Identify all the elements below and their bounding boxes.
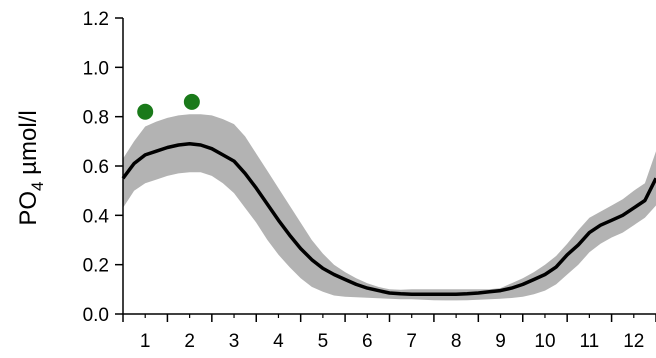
data-point xyxy=(137,103,154,120)
x-tick-label: 8 xyxy=(451,331,462,352)
x-tick-label: 7 xyxy=(406,331,417,352)
x-tick-label: 1 xyxy=(140,331,151,352)
x-tick-label: 12 xyxy=(623,331,644,352)
range-band xyxy=(123,114,656,301)
y-tick-label: 1.0 xyxy=(83,58,109,79)
y-axis-label-subscript: 4 xyxy=(28,182,47,191)
x-tick-label: 11 xyxy=(580,331,600,352)
x-tick-label: 3 xyxy=(229,331,240,352)
x-tick-label: 10 xyxy=(534,331,555,352)
y-axis-label-base: PO xyxy=(15,191,42,226)
y-tick-label: 0.4 xyxy=(83,206,110,227)
y-axis-label: PO4 µmol/l xyxy=(15,110,47,225)
x-tick-label: 5 xyxy=(318,331,329,352)
y-tick-label: 0.8 xyxy=(83,108,109,129)
y-tick-label: 0.0 xyxy=(83,305,109,326)
data-point xyxy=(183,93,200,110)
y-tick-label: 0.2 xyxy=(83,256,109,277)
plot-area xyxy=(121,93,656,301)
x-tick-label: 6 xyxy=(362,331,373,352)
y-axis-label-unit: µmol/l xyxy=(15,110,42,181)
x-tick-label: 9 xyxy=(495,331,506,352)
axes: 0.00.20.40.60.81.01.21 2 3 4 5 6 7 8 9 10 11 12 xyxy=(83,9,656,352)
y-tick-label: 1.2 xyxy=(83,9,109,30)
x-tick-label: 2 xyxy=(184,331,195,352)
mean-line xyxy=(121,142,656,297)
x-tick-label: 4 xyxy=(273,331,284,352)
y-tick-label: 0.6 xyxy=(83,157,109,178)
